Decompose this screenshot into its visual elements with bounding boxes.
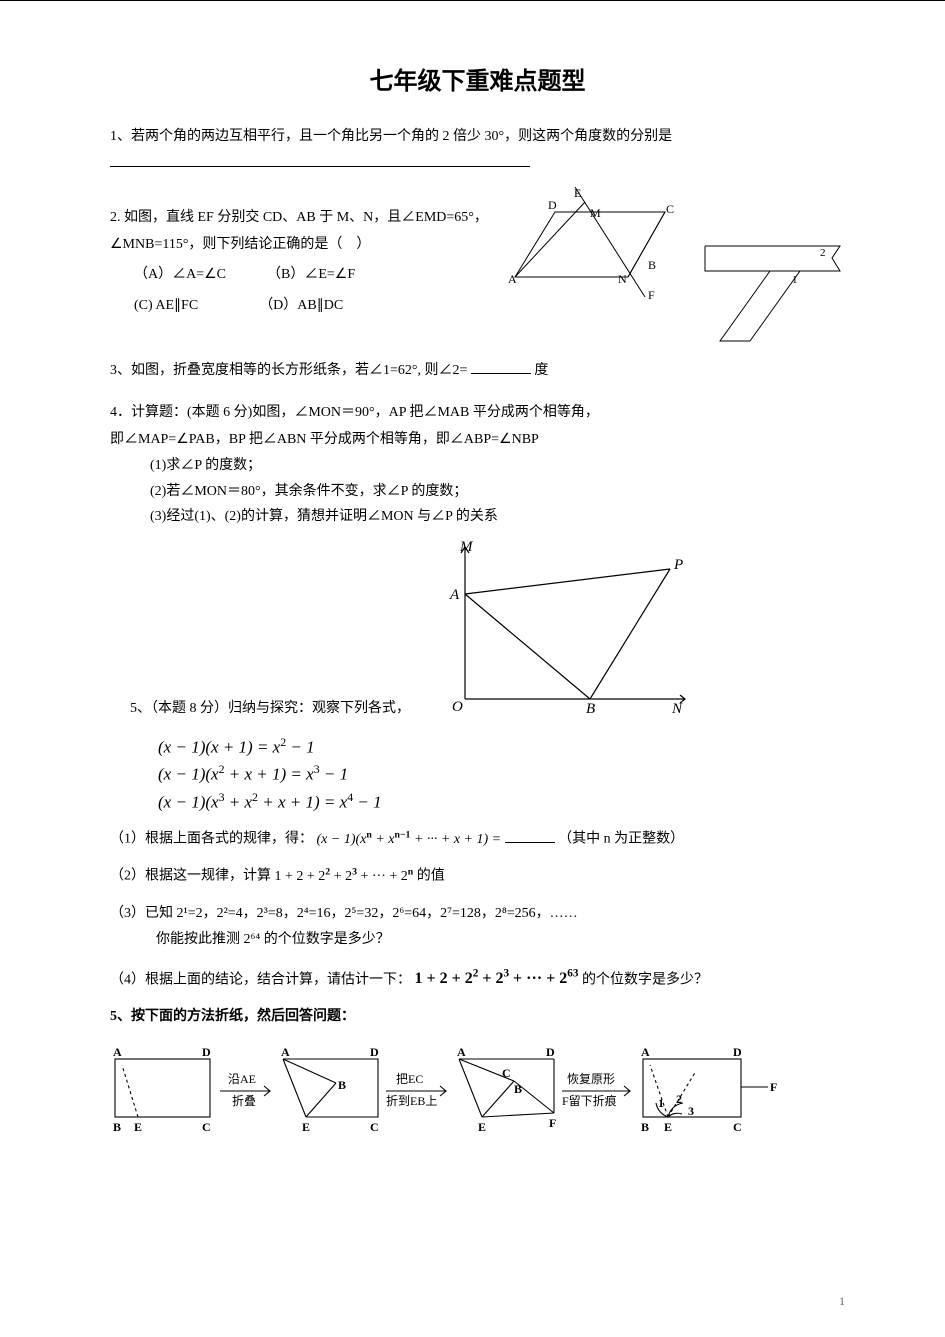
q5-eq2: (x − 1)(x2 + x + 1) = x3 − 1 bbox=[158, 760, 845, 788]
q4-l1: 4．计算题：(本题 6 分)如图，∠MON＝90°，AP 把∠MAB 平分成两个… bbox=[110, 405, 599, 420]
q2-opt-a: （A）∠A=∠C bbox=[134, 267, 226, 282]
q5-p1-blank bbox=[505, 828, 555, 843]
q5-p1-expr: (x − 1)(xn + xn−1 + ··· + x + 1) = bbox=[317, 832, 505, 847]
q4-s3: (3)经过(1)、(2)的计算，猜想并证明∠MON 与∠P 的关系 bbox=[150, 504, 845, 529]
q1-text: 1、若两个角的两边互相平行，且一个角比另一个角的 2 倍少 30°，则这两个角度… bbox=[110, 129, 672, 144]
q2-opt-b: （B）∠E=∠F bbox=[267, 267, 355, 282]
q5-p4a: （4）根据上面的结论，结合计算，请估计一下： bbox=[110, 972, 411, 987]
svg-text:沿AE: 沿AE bbox=[228, 1072, 256, 1086]
page-title: 七年级下重难点题型 bbox=[110, 61, 845, 96]
svg-text:C: C bbox=[666, 202, 674, 216]
question-1: 1、若两个角的两边互相平行，且一个角比另一个角的 2 倍少 30°，则这两个角度… bbox=[110, 124, 845, 177]
svg-text:A: A bbox=[508, 272, 517, 286]
q2-opt-c: (C) AE∥FC bbox=[134, 298, 198, 313]
q5-part3: （3）已知 2¹=2，2²=4，2³=8，2⁴=16，2⁵=32，2⁶=64，2… bbox=[110, 901, 845, 954]
svg-text:F留下折痕: F留下折痕 bbox=[562, 1093, 617, 1108]
q4-figure: M A O B N P bbox=[440, 539, 700, 714]
svg-text:M: M bbox=[459, 539, 474, 555]
q3-b: 度 bbox=[534, 363, 548, 378]
svg-text:A: A bbox=[457, 1045, 466, 1059]
q3-a: 3、如图，折叠宽度相等的长方形纸条，若∠1=62°, 则∠2= bbox=[110, 363, 467, 378]
question-3: 3、如图，折叠宽度相等的长方形纸条，若∠1=62°, 则∠2= 度 bbox=[110, 358, 845, 385]
q5-stem: 5、（本题 8 分）归纳与探究：观察下列各式， bbox=[130, 701, 410, 716]
svg-text:1: 1 bbox=[792, 274, 798, 286]
svg-text:B: B bbox=[113, 1120, 121, 1134]
svg-text:F: F bbox=[770, 1080, 777, 1094]
q5-p1b: （其中 n 为正整数） bbox=[558, 832, 684, 847]
q5-p4b: 的个位数字是多少？ bbox=[582, 972, 708, 987]
svg-text:A: A bbox=[641, 1045, 650, 1059]
q4-l2: 即∠MAP=∠PAB，BP 把∠ABN 平分成两个相等角，即∠ABP=∠NBP bbox=[110, 432, 539, 447]
svg-text:B: B bbox=[514, 1082, 522, 1096]
svg-text:D: D bbox=[370, 1045, 379, 1059]
svg-text:N: N bbox=[618, 272, 627, 286]
svg-text:折到EB上: 折到EB上 bbox=[386, 1093, 437, 1108]
svg-text:E: E bbox=[478, 1120, 486, 1134]
q4-s2: (2)若∠MON＝80°，其余条件不变，求∠P 的度数； bbox=[150, 479, 845, 504]
q2-figure-left: E D C A B N F M bbox=[500, 187, 680, 307]
svg-text:B: B bbox=[338, 1078, 346, 1092]
svg-text:N: N bbox=[671, 701, 683, 714]
svg-text:E: E bbox=[134, 1120, 142, 1134]
q5-p4-expr: 1 + 2 + 22 + 23 + ··· + 263 bbox=[415, 970, 579, 987]
svg-text:F: F bbox=[648, 288, 655, 302]
svg-text:B: B bbox=[648, 258, 656, 272]
svg-text:E: E bbox=[574, 187, 581, 200]
q5-p3b: 你能按此推测 2⁶⁴ 的个位数字是多少？ bbox=[156, 932, 390, 947]
svg-text:C: C bbox=[733, 1120, 742, 1134]
q5b-stem: 5、按下面的方法折纸，然后回答问题： bbox=[110, 1009, 355, 1024]
q5b-figure: AD BEC 沿AE 折叠 AD B bbox=[110, 1041, 840, 1136]
svg-text:把EC: 把EC bbox=[396, 1072, 423, 1086]
q2-opt-d: （D）AB∥DC bbox=[259, 298, 343, 313]
svg-text:C: C bbox=[370, 1120, 379, 1134]
svg-text:2: 2 bbox=[676, 1092, 682, 1106]
page-number: 1 bbox=[839, 1294, 845, 1309]
q5-part2: （2）根据这一规律，计算 1 + 2 + 22 + 23 + ··· + 2n … bbox=[110, 863, 845, 890]
svg-text:3: 3 bbox=[688, 1104, 694, 1118]
q3-blank bbox=[471, 359, 531, 374]
svg-text:B: B bbox=[586, 701, 595, 714]
q5-eq1: (x − 1)(x + 1) = x2 − 1 bbox=[158, 733, 845, 761]
q5-part1: （1）根据上面各式的规律，得： (x − 1)(xn + xn−1 + ··· … bbox=[110, 826, 845, 853]
q5-p3a: （3）已知 2¹=2，2²=4，2³=8，2⁴=16，2⁵=32，2⁶=64，2… bbox=[110, 906, 578, 921]
question-5b: 5、按下面的方法折纸，然后回答问题： bbox=[110, 1004, 845, 1031]
q5-p2b: 的值 bbox=[417, 869, 445, 884]
question-2: 2. 如图，直线 EF 分别交 CD、AB 于 M、N，且∠EMD=65°， ∠… bbox=[110, 205, 845, 319]
svg-text:F: F bbox=[549, 1116, 556, 1130]
q5-p2a: （2）根据这一规律，计算 bbox=[110, 869, 271, 884]
question-5: 5、（本题 8 分）归纳与探究：观察下列各式， bbox=[110, 696, 845, 723]
q5-part4: （4）根据上面的结论，结合计算，请估计一下： 1 + 2 + 22 + 23 +… bbox=[110, 964, 845, 995]
document-page: 七年级下重难点题型 1、若两个角的两边互相平行，且一个角比另一个角的 2 倍少 … bbox=[0, 0, 945, 1337]
svg-text:A: A bbox=[113, 1045, 122, 1059]
svg-text:P: P bbox=[673, 557, 683, 573]
svg-text:D: D bbox=[733, 1045, 742, 1059]
svg-text:E: E bbox=[664, 1120, 672, 1134]
svg-text:C: C bbox=[202, 1120, 211, 1134]
svg-text:E: E bbox=[302, 1120, 310, 1134]
q2-line2: ∠MNB=115°，则下列结论正确的是（ ） bbox=[110, 237, 370, 252]
svg-text:O: O bbox=[452, 699, 463, 714]
svg-text:D: D bbox=[546, 1045, 555, 1059]
svg-text:A: A bbox=[449, 587, 460, 603]
q2-figure-right: 2 1 bbox=[700, 241, 850, 356]
svg-text:折叠: 折叠 bbox=[232, 1093, 256, 1108]
svg-text:2: 2 bbox=[820, 247, 826, 259]
q5-p2-expr: 1 + 2 + 22 + 23 + ··· + 2n bbox=[275, 869, 414, 884]
question-4: 4．计算题：(本题 6 分)如图，∠MON＝90°，AP 把∠MAB 平分成两个… bbox=[110, 400, 845, 529]
svg-text:A: A bbox=[281, 1045, 290, 1059]
q2-stem: 2. 如图，直线 EF 分别交 CD、AB 于 M、N，且∠EMD=65°， bbox=[110, 210, 488, 225]
svg-text:D: D bbox=[548, 198, 557, 212]
q4-s1: (1)求∠P 的度数； bbox=[150, 453, 845, 478]
q1-blank bbox=[110, 152, 530, 167]
q5-eq3: (x − 1)(x3 + x2 + x + 1) = x4 − 1 bbox=[158, 788, 845, 816]
svg-text:M: M bbox=[590, 206, 601, 220]
svg-text:1: 1 bbox=[658, 1096, 664, 1110]
q5-p1a: （1）根据上面各式的规律，得： bbox=[110, 832, 313, 847]
svg-text:C: C bbox=[502, 1066, 511, 1080]
svg-text:B: B bbox=[641, 1120, 649, 1134]
svg-text:D: D bbox=[202, 1045, 211, 1059]
svg-text:恢复原形: 恢复原形 bbox=[567, 1072, 615, 1086]
